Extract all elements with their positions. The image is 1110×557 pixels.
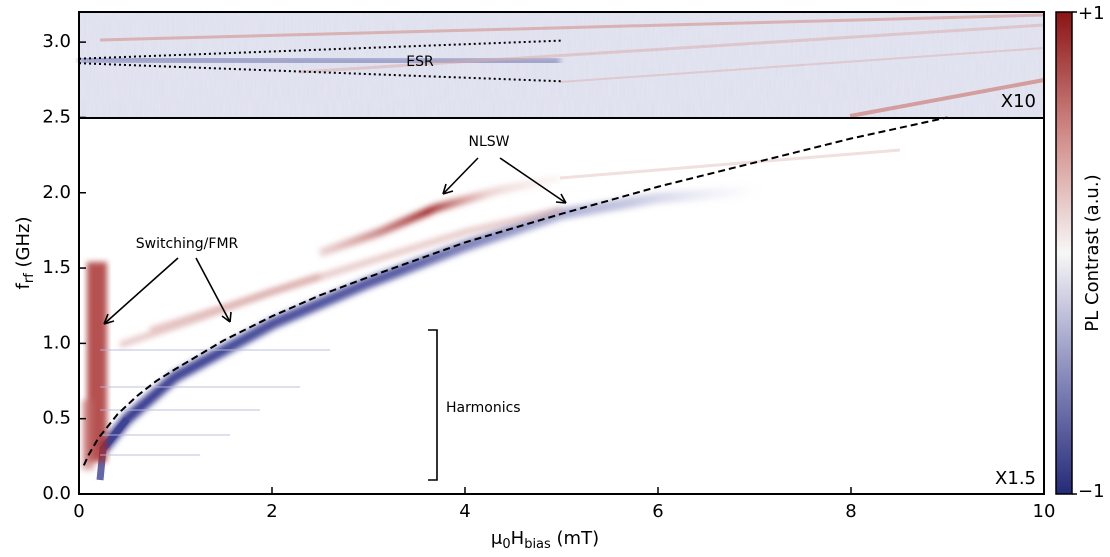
y-tick-label: 3.0 — [42, 31, 71, 52]
x-tick-label: 4 — [459, 501, 470, 522]
y-axis-label: frf (GHz) — [13, 217, 37, 290]
y-tick-label: 0.5 — [42, 408, 71, 429]
y-tick-label: 0.0 — [42, 483, 71, 504]
y-tick-label: 2.0 — [42, 182, 71, 203]
annotation: Harmonics — [446, 400, 521, 416]
y-tick-label: 1.0 — [42, 332, 71, 353]
heatmap-image — [78, 12, 1045, 481]
overlay-line — [82, 116, 948, 466]
x-axis-label: μ0Hbias (mT) — [491, 528, 599, 552]
y-tick-label: 1.5 — [42, 257, 71, 278]
annotation: NLSW — [468, 134, 509, 150]
annotation: ESR — [406, 54, 434, 70]
overlay-line — [78, 39, 562, 60]
colorbar — [1055, 11, 1073, 495]
y-tick-label: 2.5 — [42, 106, 71, 127]
x-tick-label: 10 — [1033, 501, 1056, 522]
colorbar-tick-label: +1 — [1078, 3, 1105, 24]
axes-frame — [78, 11, 1045, 495]
x-tick-label: 0 — [73, 501, 84, 522]
colorbar-label: PL Contrast (a.u.) — [1082, 174, 1103, 331]
overlay-line — [78, 62, 562, 83]
annotation: Switching/FMR — [136, 236, 239, 252]
annotation: X10 — [1001, 91, 1036, 112]
arrows — [103, 157, 567, 481]
colorbar-tick-label: −1 — [1078, 481, 1105, 502]
x-tick-label: 2 — [266, 501, 277, 522]
x-tick-label: 6 — [652, 501, 663, 522]
annotation: X1.5 — [995, 468, 1036, 489]
x-tick-label: 8 — [845, 501, 856, 522]
